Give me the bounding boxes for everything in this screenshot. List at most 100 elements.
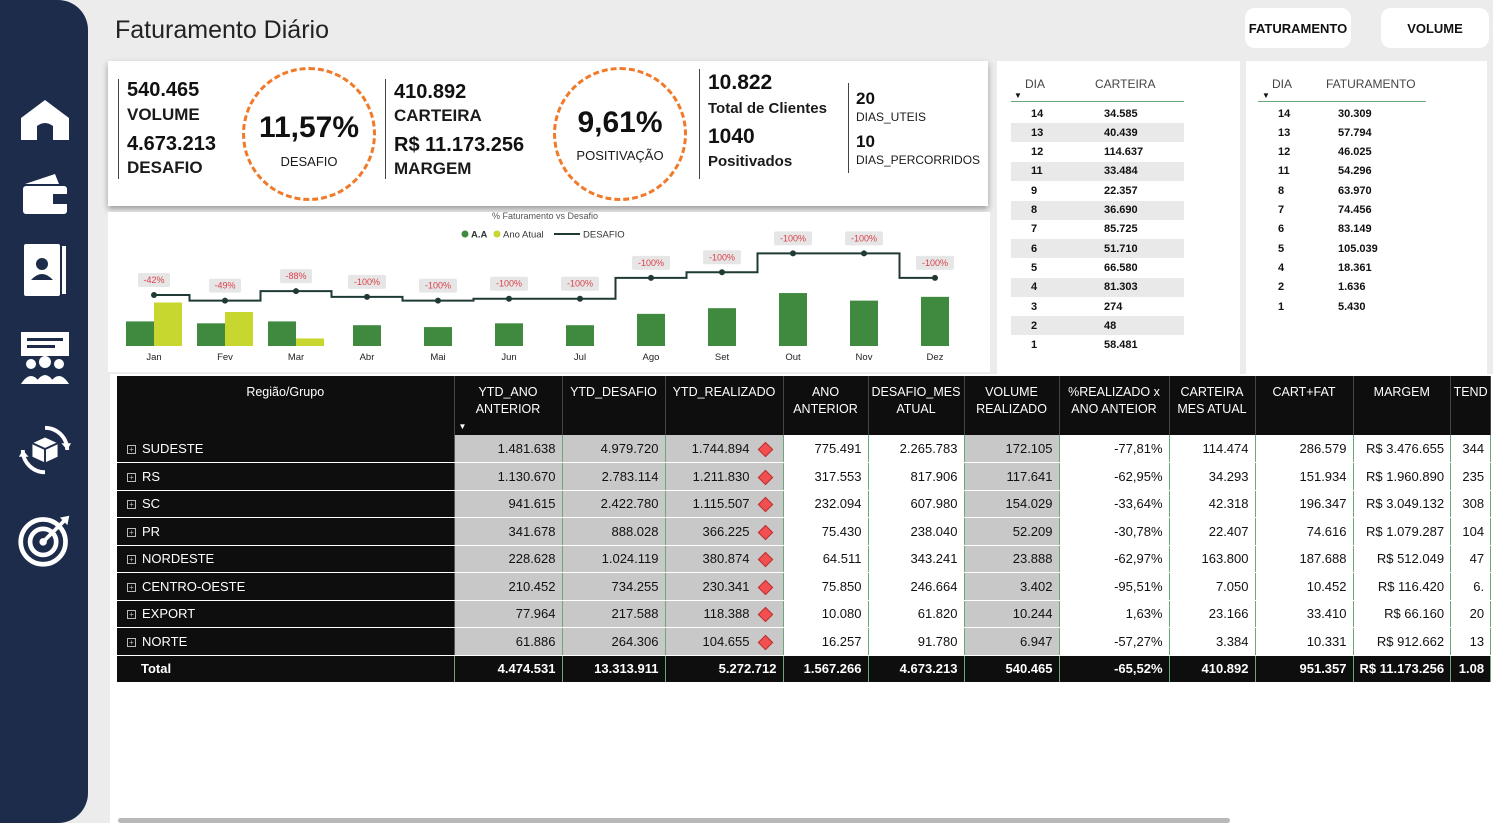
table-row[interactable]: 12 114.637 [1011,143,1184,162]
dia-cell: 13 [1031,126,1044,139]
column-header[interactable]: Região/Grupo [117,376,455,435]
home-icon[interactable] [17,92,73,148]
region-cell: + NORDESTE [117,545,455,573]
table-row[interactable]: 14 30.309 [1258,104,1426,123]
table-row[interactable]: 11 54.296 [1258,162,1426,181]
contacts-icon[interactable] [17,242,73,298]
faturamento-col-dia[interactable]: DIA [1272,77,1293,91]
positivados-value: 1040 [708,125,755,148]
value-cell: R$ 3.049.132 [1353,490,1452,518]
horizontal-scrollbar[interactable] [118,818,1230,823]
table-row[interactable]: 2 48 [1011,316,1184,336]
sort-desc-icon[interactable]: ▼ [1262,91,1270,100]
x-tick-label: Fev [217,352,233,363]
table-row[interactable]: 6 51.710 [1011,239,1184,259]
cell-value: 607.980 [910,496,958,512]
faturamento-button[interactable]: FATURAMENTO [1245,8,1351,48]
column-header[interactable]: ANO ANTERIOR [783,376,869,435]
bar-aa [708,308,736,346]
cell-value: -30,78% [1114,523,1163,539]
column-header[interactable]: CART+FAT [1255,376,1354,435]
sort-desc-icon[interactable]: ▼ [1014,91,1022,100]
table-row[interactable]: 4 18.361 [1258,258,1426,277]
column-header[interactable]: TEND [1450,376,1492,435]
value-cell: 5.430 [1338,300,1366,313]
dia-cell: 7 [1031,223,1038,236]
table-row[interactable]: 6 83.149 [1258,220,1426,239]
expand-icon[interactable]: + [127,555,136,565]
region-cell: + RS [117,462,455,491]
dia-cell: 7 [1278,204,1285,216]
sort-desc-icon[interactable]: ▼ [458,422,467,431]
target-icon[interactable] [17,512,73,568]
carteira-col-dia[interactable]: DIA [1025,77,1046,91]
table-row[interactable]: + RS 1.130.670 2.783.114 1.211.830 317.553 817… [117,462,1492,491]
table-row[interactable]: 8 36.690 [1011,200,1184,220]
legend-desafio: DESAFIO [583,230,625,241]
table-row[interactable]: 7 74.456 [1258,201,1426,220]
dia-cell: 2 [1031,319,1038,332]
column-header[interactable]: MARGEM [1353,376,1452,435]
expand-icon[interactable]: + [127,610,136,620]
table-row[interactable]: + CENTRO-OESTE 210.452 734.255 230.341 75.850… [117,572,1492,601]
column-header[interactable]: YTD_ANO ANTERIOR ▼ [454,376,563,435]
cell-value: 117.641 [1006,468,1053,484]
value-cell: 228.628 [454,545,563,573]
table-row[interactable]: 14 34.585 [1011,104,1184,123]
column-header[interactable]: DESAFIO_MES ATUAL [868,376,965,435]
table-row[interactable]: 2 1.636 [1258,278,1426,297]
expand-icon[interactable]: + [127,637,136,647]
table-row[interactable]: + SUDESTE 1.481.638 4.979.720 1.744.894 775.4… [117,435,1492,463]
value-cell: R$ 66.160 [1353,600,1452,628]
expand-icon[interactable]: + [127,472,136,482]
table-row[interactable]: 4 81.303 [1011,277,1184,297]
cell-value: 341.678 [508,523,556,539]
table-row[interactable]: 11 33.484 [1011,161,1184,181]
expand-icon[interactable]: + [127,500,136,510]
wallet-icon[interactable] [17,165,73,221]
table-row[interactable]: 13 40.439 [1011,123,1184,143]
table-row[interactable]: + NORDESTE 228.628 1.024.119 380.874 64.511 34… [117,545,1492,573]
table-row[interactable]: 1 58.481 [1011,336,1184,355]
value-cell: 1.211.830 [665,462,784,491]
table-row[interactable]: 5 105.039 [1258,239,1426,258]
column-header[interactable]: YTD_REALIZADO [665,376,784,435]
table-row[interactable]: 9 22.357 [1011,181,1184,200]
cell-value: R$ 912.662 [1376,633,1445,649]
column-header[interactable]: YTD_DESAFIO [562,376,666,435]
team-presentation-icon[interactable] [17,330,73,386]
column-header[interactable]: %REALIZADO x ANO ANTEIOR [1059,376,1170,435]
table-row[interactable]: 3 274 [1011,297,1184,316]
carteira-label: CARTEIRA [394,106,482,125]
desafio-pct: 11,57% [258,111,360,144]
positivacao-label: POSITIVAÇÃO [576,148,664,163]
dia-cell: 2 [1278,281,1285,294]
table-row[interactable]: + EXPORT 77.964 217.588 118.388 10.080 61.820 1… [117,600,1492,628]
alert-diamond-icon [757,524,773,541]
table-row[interactable]: 5 66.580 [1011,258,1184,277]
table-row[interactable]: + NORTE 61.886 264.306 104.655 16.257 91.780 6.… [117,627,1492,656]
volume-button[interactable]: VOLUME [1381,8,1489,48]
x-tick-label: Ago [643,352,660,363]
table-row[interactable]: 8 63.970 [1258,181,1426,200]
carteira-col-carteira[interactable]: CARTEIRA [1095,77,1156,91]
sidebar [0,0,88,823]
table-row[interactable]: 7 85.725 [1011,220,1184,239]
sync-box-icon[interactable] [17,422,73,478]
desafio-point [932,274,938,281]
expand-icon[interactable]: + [127,582,136,592]
table-row[interactable]: + PR 341.678 888.028 366.225 75.430 238.040 52.… [117,517,1492,546]
table-row[interactable]: 13 57.794 [1258,123,1426,142]
region-label: NORTE [142,633,188,649]
expand-icon[interactable]: + [127,527,136,537]
column-header[interactable]: VOLUME REALIZADO [964,376,1060,435]
cell-value: 10.080 [821,606,862,622]
table-row[interactable]: 12 46.025 [1258,143,1426,162]
column-header[interactable]: CARTEIRA MES ATUAL [1169,376,1256,435]
faturamento-col-faturamento[interactable]: FATURAMENTO [1326,77,1416,91]
table-row[interactable]: 1 5.430 [1258,297,1426,316]
table-row[interactable]: + SC 941.615 2.422.780 1.115.507 232.094 607.9… [117,490,1492,518]
value-cell: 607.980 [868,490,965,518]
cell-value: 1.481.638 [497,441,556,456]
expand-icon[interactable]: + [127,445,136,455]
